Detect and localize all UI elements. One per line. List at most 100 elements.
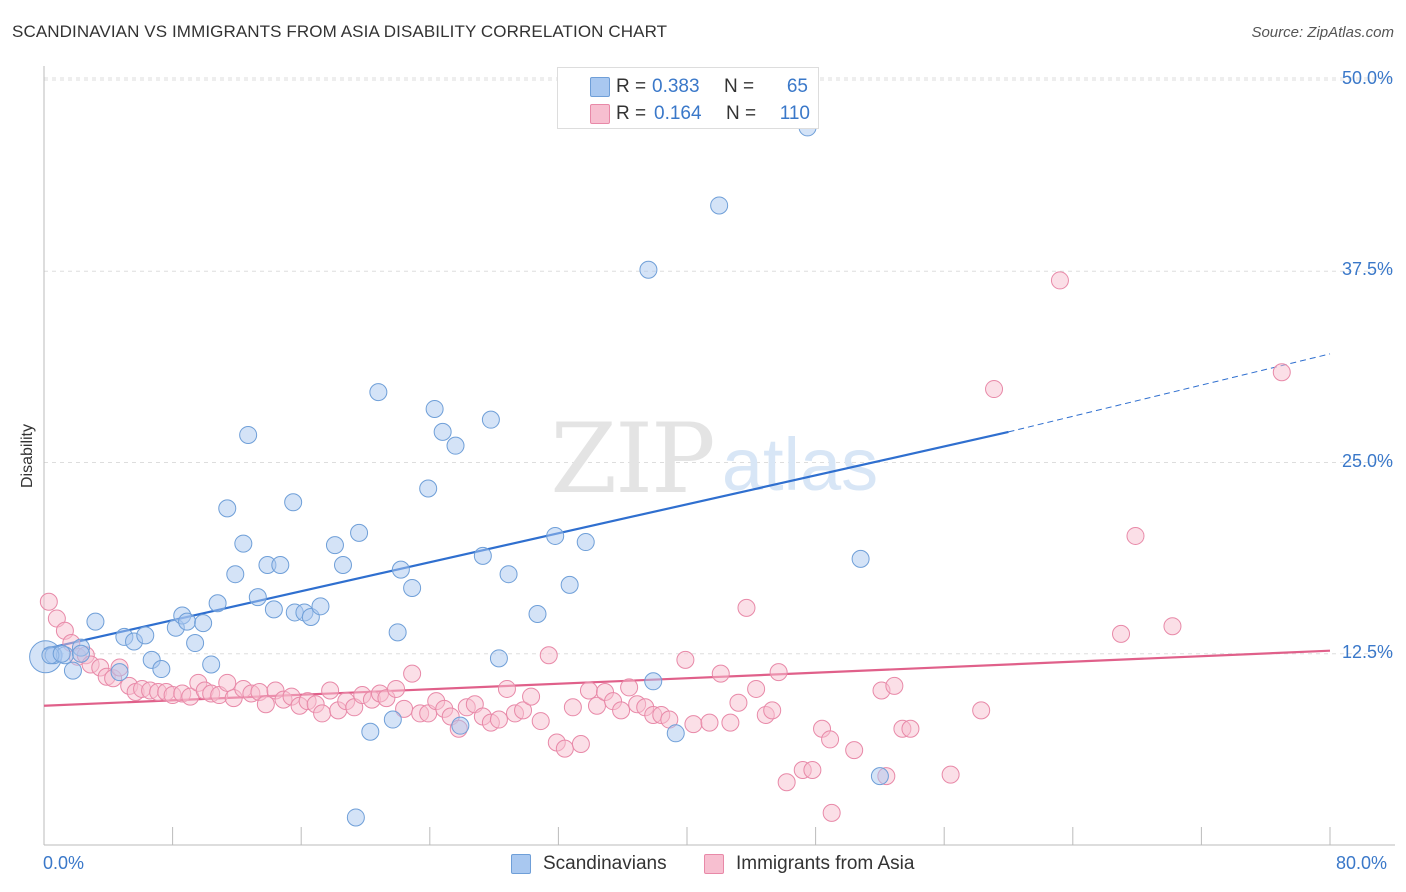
point-immigrants-from-asia — [531, 712, 550, 731]
point-immigrants-from-asia — [777, 773, 796, 792]
point-immigrants-from-asia — [321, 681, 340, 700]
n-label: N = — [726, 103, 757, 124]
point-immigrants-from-asia — [620, 678, 639, 697]
legend-label-immigrants-from-asia: Immigrants from Asia — [736, 853, 915, 874]
r-label: R = — [616, 76, 647, 97]
watermark-zip: ZIP — [550, 403, 713, 515]
point-immigrants-from-asia — [218, 673, 237, 692]
point-scandinavians — [234, 534, 253, 553]
watermark-atlas: atlas — [722, 423, 878, 506]
correlation-stats-box: R = 0.383 N = 65 R = 0.164 N = 110 — [557, 67, 819, 129]
source-credit: Source: ZipAtlas.com — [1251, 24, 1394, 41]
point-immigrants-from-asia — [763, 701, 782, 720]
point-immigrants-from-asia — [555, 739, 574, 758]
point-scandinavians — [528, 604, 547, 623]
legend-label-scandinavians: Scandinavians — [543, 853, 667, 874]
x-tick-min: 0.0% — [43, 853, 85, 873]
stats-swatch-immigrants-from-asia — [590, 104, 610, 124]
point-immigrants-from-asia — [612, 701, 631, 720]
point-scandinavians — [86, 612, 105, 631]
stats-row-immigrants-from-asia: R = 0.164 N = 110 — [590, 102, 810, 126]
y-tick-label: 25.0% — [1341, 450, 1393, 471]
point-immigrants-from-asia — [256, 695, 275, 714]
point-scandinavians — [333, 556, 352, 575]
point-scandinavians — [425, 399, 444, 418]
point-immigrants-from-asia — [721, 713, 740, 732]
r-value: 0.164 — [654, 103, 702, 124]
data-points — [29, 118, 1291, 827]
r-value: 0.383 — [652, 76, 700, 97]
point-scandinavians — [433, 422, 452, 441]
point-scandinavians — [489, 649, 508, 668]
point-scandinavians — [350, 523, 369, 542]
point-scandinavians — [383, 710, 402, 729]
point-immigrants-from-asia — [803, 761, 822, 780]
point-immigrants-from-asia — [700, 713, 719, 732]
point-immigrants-from-asia — [821, 730, 840, 749]
point-immigrants-from-asia — [885, 676, 904, 695]
point-scandinavians — [369, 383, 388, 402]
point-immigrants-from-asia — [901, 719, 920, 738]
point-immigrants-from-asia — [845, 741, 864, 760]
grid-lines — [44, 77, 1395, 655]
point-immigrants-from-asia — [822, 803, 841, 822]
point-immigrants-from-asia — [489, 710, 508, 729]
point-scandinavians — [63, 661, 82, 680]
y-tick-label: 37.5% — [1341, 259, 1393, 280]
point-scandinavians — [576, 533, 595, 552]
point-scandinavians — [546, 526, 565, 545]
n-value: 110 — [779, 103, 810, 124]
point-immigrants-from-asia — [769, 663, 788, 682]
point-immigrants-from-asia — [539, 646, 558, 665]
y-axis-label: Disability — [19, 423, 36, 489]
point-immigrants-from-asia — [985, 380, 1004, 399]
point-immigrants-from-asia — [579, 681, 598, 700]
point-scandinavians — [419, 479, 438, 498]
point-scandinavians — [499, 565, 518, 584]
point-scandinavians — [194, 614, 213, 633]
trend-line-0 — [43, 430, 1009, 651]
y-tick-label: 50.0% — [1341, 68, 1393, 88]
stats-swatch-scandinavians — [590, 77, 610, 97]
point-immigrants-from-asia — [39, 592, 58, 611]
point-immigrants-from-asia — [1163, 617, 1182, 636]
point-immigrants-from-asia — [563, 698, 582, 717]
point-scandinavians — [639, 260, 658, 279]
legend-item-immigrants-from-asia: Immigrants from Asia — [704, 851, 914, 877]
watermark: ZIP atlas — [550, 403, 878, 515]
point-scandinavians — [666, 724, 685, 743]
point-immigrants-from-asia — [1126, 526, 1145, 545]
x-tick-max: 80.0% — [1336, 853, 1388, 873]
point-scandinavians — [136, 626, 155, 645]
n-value: 65 — [786, 76, 808, 97]
stats-row-scandinavians: R = 0.383 N = 65 — [590, 75, 808, 99]
point-scandinavians — [178, 612, 197, 631]
point-scandinavians — [388, 623, 407, 642]
point-scandinavians — [110, 663, 129, 682]
point-immigrants-from-asia — [387, 679, 406, 698]
point-scandinavians — [202, 655, 221, 674]
y-tick-label: 12.5% — [1341, 641, 1393, 662]
axes — [43, 66, 1395, 846]
point-scandinavians — [271, 556, 290, 575]
point-scandinavians — [391, 560, 410, 579]
point-scandinavians — [218, 499, 237, 518]
point-scandinavians — [186, 634, 205, 653]
point-scandinavians — [264, 600, 283, 619]
point-immigrants-from-asia — [313, 704, 332, 723]
point-scandinavians — [248, 588, 267, 607]
point-scandinavians — [481, 410, 500, 429]
point-scandinavians — [451, 716, 470, 735]
point-scandinavians — [346, 808, 365, 827]
point-immigrants-from-asia — [941, 765, 960, 784]
legend-swatch-scandinavians — [511, 854, 531, 874]
point-immigrants-from-asia — [571, 735, 590, 754]
point-scandinavians — [870, 767, 889, 786]
point-scandinavians — [284, 493, 303, 512]
n-label: N = — [724, 76, 755, 97]
point-immigrants-from-asia — [676, 650, 695, 669]
legend-item-scandinavians: Scandinavians — [511, 851, 667, 877]
point-scandinavians — [311, 597, 330, 616]
point-immigrants-from-asia — [747, 679, 766, 698]
r-label: R = — [616, 103, 647, 124]
